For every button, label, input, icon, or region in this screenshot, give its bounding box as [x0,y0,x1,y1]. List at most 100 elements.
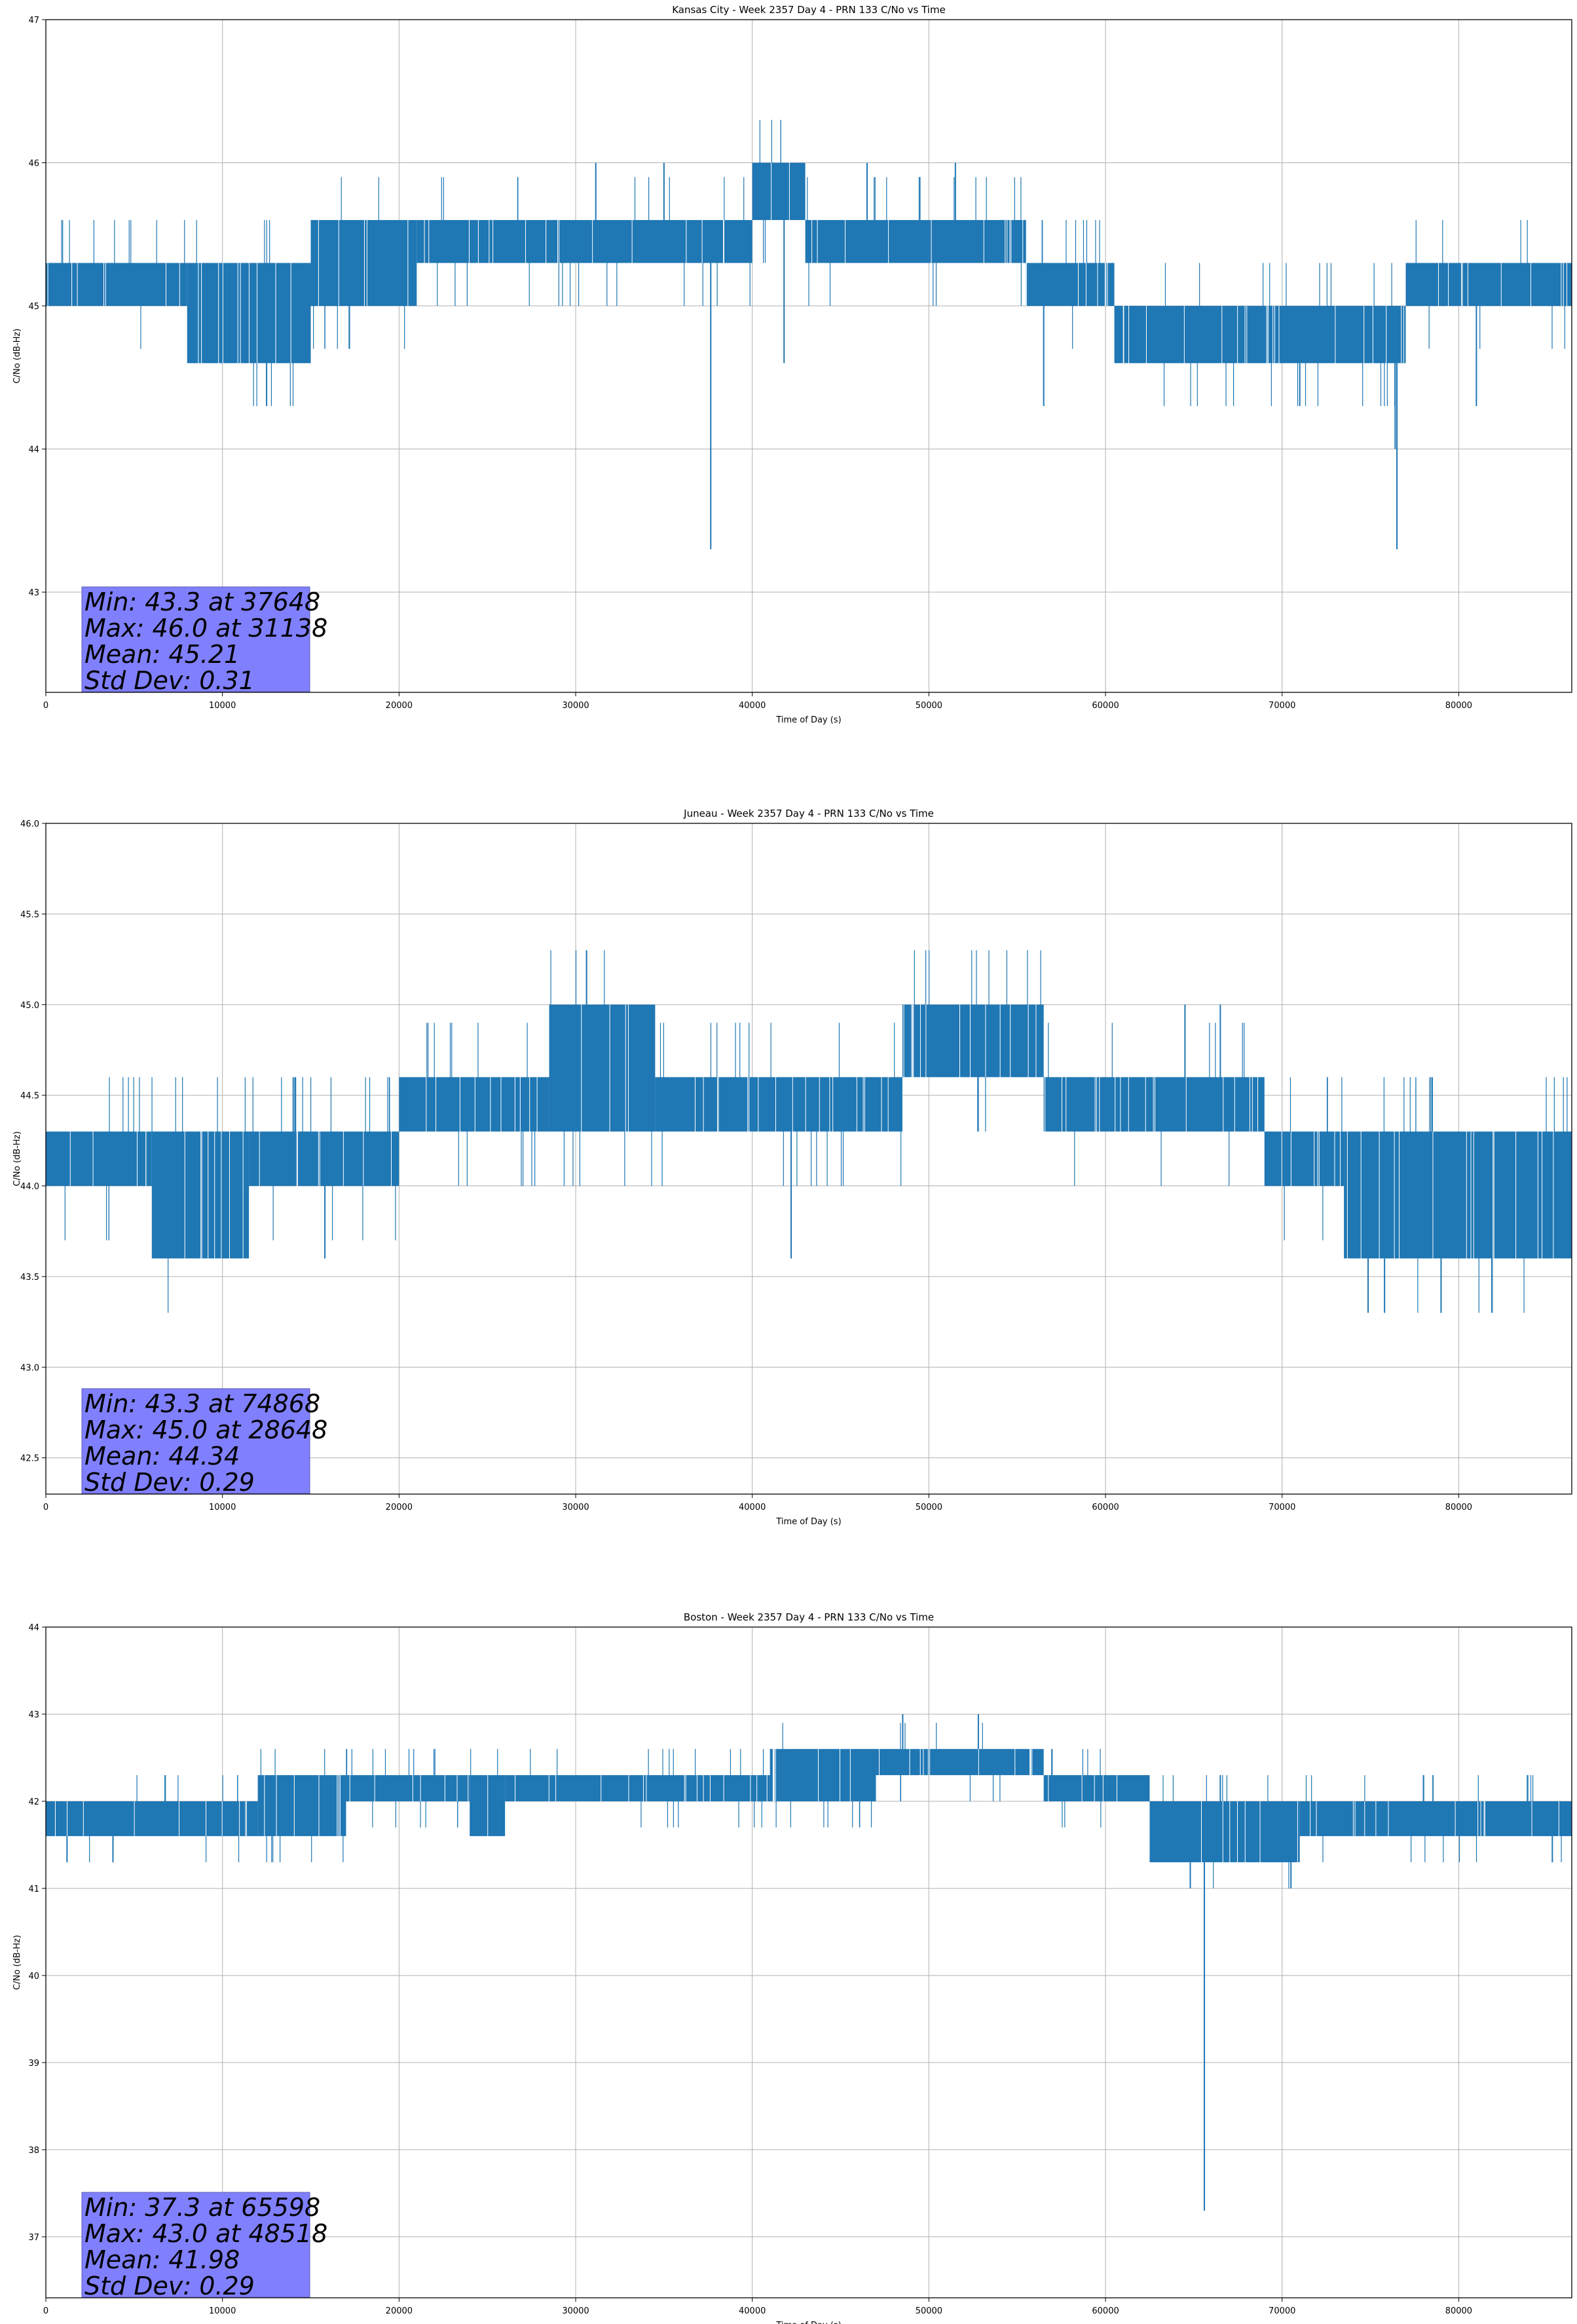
series-band [1406,263,1572,306]
series-band [470,1775,505,1836]
y-tick-label: 43.0 [20,1363,39,1373]
x-tick-label: 70000 [1269,2306,1295,2316]
stats-min: Min: 43.3 at 74868 [84,1389,320,1418]
stats-mean: Mean: 45.21 [84,640,240,669]
series-band [806,220,929,263]
y-tick-label: 43 [28,588,39,598]
x-tick-label: 50000 [916,701,942,711]
x-tick-label: 40000 [739,701,766,711]
series-band [1115,306,1406,363]
x-axis-label: Time of Day (s) [775,1517,841,1527]
y-axis-label: C/No (dB-Hz) [12,1131,22,1186]
y-tick-label: 37 [28,2233,39,2243]
y-tick-label: 41 [28,1884,39,1894]
x-tick-label: 0 [43,701,48,711]
y-tick-label: 42.5 [20,1454,39,1464]
x-tick-label: 10000 [209,701,236,711]
series-band [770,1749,876,1801]
y-tick-label: 43.5 [20,1273,39,1283]
x-tick-label: 10000 [209,2306,236,2316]
y-tick-label: 43 [28,1710,39,1720]
series-band [752,163,806,220]
series-band [549,1005,656,1132]
stats-mean: Mean: 41.98 [84,2245,240,2274]
chart-2: 0 10000 20000 30000 40000 50000 60000 70000 8000… [12,808,1572,1527]
stats-std: Std Dev: 0.29 [84,1468,255,1497]
x-tick-label: 60000 [1092,2306,1119,2316]
y-tick-label: 44.5 [20,1091,39,1101]
stats-std: Std Dev: 0.31 [84,666,255,695]
series-band [1044,1077,1265,1131]
series-band [1265,1131,1344,1186]
y-tick-label: 38 [28,2146,39,2156]
x-axis-label: Time of Day (s) [775,2321,841,2324]
y-tick-label: 44.0 [20,1182,39,1192]
y-tick-label: 46 [28,159,39,169]
y-tick-label: 42 [28,1797,39,1807]
series-band [1300,1801,1572,1836]
y-tick-label: 46.0 [20,819,39,829]
x-tick-label: 20000 [386,2306,413,2316]
y-tick-label: 44 [28,1623,39,1633]
series-band [593,220,752,263]
series-band [655,1077,902,1131]
series-band [46,1131,152,1186]
stats-max: Max: 43.0 at 48518 [84,2219,327,2248]
series-band [399,1077,549,1131]
stats-max: Max: 46.0 at 31138 [84,614,327,643]
x-tick-label: 60000 [1092,1503,1119,1512]
x-axis-label: Time of Day (s) [775,715,841,725]
stats-mean: Mean: 44.34 [84,1442,240,1471]
series-band [46,1801,258,1836]
x-tick-label: 50000 [916,2306,942,2316]
x-tick-label: 30000 [562,2306,589,2316]
x-tick-label: 50000 [916,1503,942,1512]
y-tick-label: 39 [28,2059,39,2069]
y-tick-label: 44 [28,445,39,455]
stats-min: Min: 43.3 at 37648 [84,588,320,616]
x-tick-label: 40000 [739,1503,766,1512]
series-band [417,220,593,263]
series-band [152,1131,249,1258]
x-tick-label: 10000 [209,1503,236,1512]
series-band [1026,263,1115,306]
x-tick-label: 0 [43,1503,48,1512]
series-band [346,1775,470,1801]
chart-title: Juneau - Week 2357 Day 4 - PRN 133 C/No … [683,808,934,819]
x-tick-label: 40000 [739,2306,766,2316]
x-tick-label: 70000 [1269,1503,1295,1512]
series-band [311,220,417,306]
stats-std: Std Dev: 0.29 [84,2272,255,2300]
x-tick-label: 30000 [562,701,589,711]
chart-3: 0 10000 20000 30000 40000 50000 60000 70000 8000… [12,1611,1572,2324]
y-axis-label: C/No (dB-Hz) [12,329,22,384]
y-tick-label: 40 [28,1972,39,1981]
series-band [258,1775,346,1836]
chart-title: Kansas City - Week 2357 Day 4 - PRN 133 … [672,4,946,16]
series-band [1044,1775,1150,1801]
x-tick-label: 80000 [1445,701,1472,711]
chart-1: 0 10000 20000 30000 40000 50000 60000 70000 8000… [12,4,1572,725]
x-tick-label: 0 [43,2306,48,2316]
x-tick-label: 30000 [562,1503,589,1512]
series-band [249,1131,399,1186]
y-tick-label: 45.0 [20,1001,39,1011]
y-tick-label: 45 [28,302,39,312]
chart-title: Boston - Week 2357 Day 4 - PRN 133 C/No … [684,1611,934,1623]
x-tick-label: 80000 [1445,1503,1472,1512]
y-axis-label: C/No (dB-Hz) [12,1935,22,1990]
series-band [1149,1801,1299,1862]
series-band [929,220,1026,263]
stats-max: Max: 45.0 at 28648 [84,1415,327,1444]
x-tick-label: 20000 [386,701,413,711]
x-tick-label: 20000 [386,1503,413,1512]
series-band [505,1775,770,1801]
series-band [902,1005,1044,1078]
y-tick-label: 45.5 [20,910,39,920]
x-tick-label: 80000 [1445,2306,1472,2316]
x-tick-label: 70000 [1269,701,1295,711]
series-band [876,1749,1043,1775]
